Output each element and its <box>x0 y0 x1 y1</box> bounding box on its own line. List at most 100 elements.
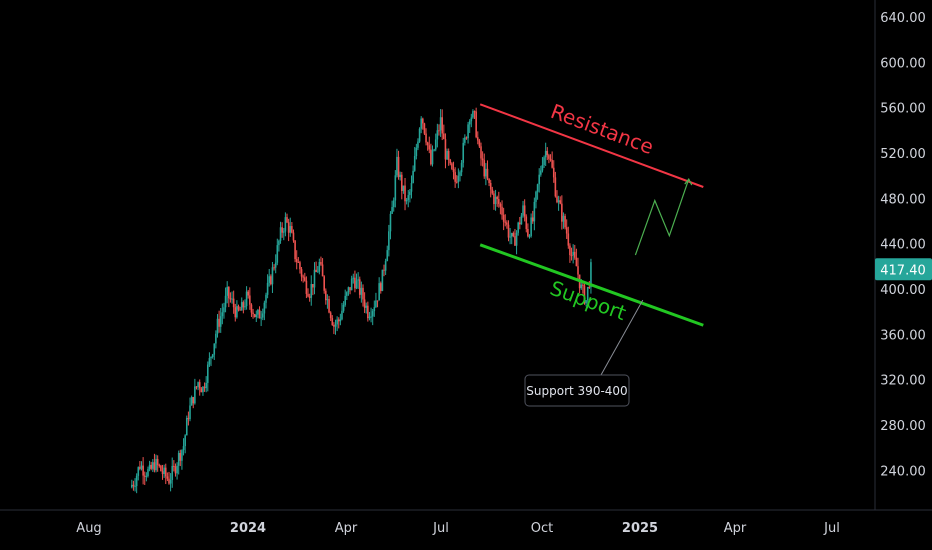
candle-body <box>156 458 159 465</box>
resistance-line[interactable] <box>479 103 704 188</box>
candle-body <box>250 304 253 313</box>
candle-body <box>286 217 288 223</box>
candle-body <box>185 417 188 436</box>
candle-body <box>485 168 487 177</box>
candle-body <box>430 149 432 165</box>
candle-body <box>137 467 140 476</box>
candle-body <box>206 364 209 383</box>
projection-arrowhead <box>684 177 693 186</box>
candle-body <box>379 283 382 291</box>
candle-body <box>572 251 574 256</box>
candle-body <box>307 293 309 297</box>
candle-body <box>237 306 240 310</box>
note-box[interactable] <box>524 374 630 407</box>
candle-body <box>349 287 351 291</box>
candle-body <box>381 269 384 291</box>
candle-body <box>407 195 410 200</box>
candle-body <box>252 312 254 315</box>
candle-body <box>418 128 421 142</box>
candle-body <box>263 302 266 314</box>
candle-body <box>131 484 133 488</box>
candle-body <box>431 150 434 165</box>
candle-body <box>161 471 164 474</box>
candle-body <box>344 295 347 305</box>
candle-body <box>257 309 259 315</box>
candle-body <box>179 452 182 461</box>
candle-body <box>467 124 469 139</box>
candle-body <box>365 305 368 308</box>
candle-body <box>139 467 141 469</box>
candle-body <box>336 319 338 325</box>
support-line[interactable] <box>479 243 704 327</box>
candle-body <box>455 181 458 183</box>
candle-body <box>266 282 269 295</box>
candle-body <box>234 307 237 318</box>
candle-body <box>268 276 271 283</box>
candle-body <box>213 343 216 355</box>
candle-body <box>375 300 377 308</box>
candles-group <box>131 107 592 494</box>
candle-body <box>531 217 534 222</box>
candle-body <box>278 240 280 246</box>
candle-body <box>200 388 203 393</box>
candle-body <box>163 467 165 474</box>
candle-body <box>334 324 337 327</box>
candle-body <box>472 111 474 118</box>
candle-body <box>331 318 334 325</box>
x-tick-label: 2025 <box>622 521 658 536</box>
note-pointer <box>600 299 644 376</box>
candle-body <box>318 261 321 272</box>
x-tick-label: Oct <box>531 521 553 536</box>
candle-body <box>486 168 489 179</box>
candle-body <box>391 207 393 214</box>
candle-body <box>147 469 149 477</box>
candle-body <box>320 261 322 265</box>
candle-body <box>295 259 298 262</box>
candle-body <box>394 175 397 201</box>
candle-body <box>218 318 220 327</box>
candle-body <box>184 435 186 447</box>
candle-body <box>389 213 392 232</box>
candle-body <box>195 386 198 388</box>
candle-body <box>316 271 319 273</box>
candle-body <box>536 184 539 192</box>
candle-body <box>368 316 371 319</box>
candle-body <box>577 266 579 275</box>
candle-body <box>205 382 207 389</box>
candle-body <box>325 290 327 301</box>
candle-body <box>153 462 156 471</box>
candle-body <box>198 382 201 389</box>
candle-body <box>236 306 238 318</box>
candle-body <box>242 302 245 308</box>
candle-body <box>514 236 516 246</box>
candle-body <box>299 262 301 270</box>
candle-body <box>388 231 390 251</box>
x-axis: Aug 2024 Apr Jul Oct 2025 Apr Jul <box>0 509 932 536</box>
candle-body <box>530 217 532 237</box>
candle-body <box>459 172 461 176</box>
candle-body <box>541 164 544 171</box>
candle-body <box>496 196 498 200</box>
candle-body <box>208 358 211 365</box>
candle-body <box>476 137 479 141</box>
candle-body <box>305 280 308 294</box>
candle-body <box>321 264 324 277</box>
x-tick-label: Apr <box>724 521 747 536</box>
candle-body <box>582 284 584 286</box>
candle-body <box>378 283 380 301</box>
candle-body <box>507 224 510 238</box>
candle-body <box>438 130 440 132</box>
candle-body <box>371 311 374 317</box>
candle-body <box>506 222 508 225</box>
candle-body <box>515 232 518 246</box>
candle-body <box>294 240 296 260</box>
candle-body <box>140 465 143 469</box>
candle-body <box>292 232 295 241</box>
candle-body <box>446 150 448 160</box>
candle-body <box>245 291 248 307</box>
candle-body <box>300 269 303 277</box>
candle-body <box>276 245 279 263</box>
candle-body <box>494 196 497 205</box>
candle-body <box>559 200 562 204</box>
